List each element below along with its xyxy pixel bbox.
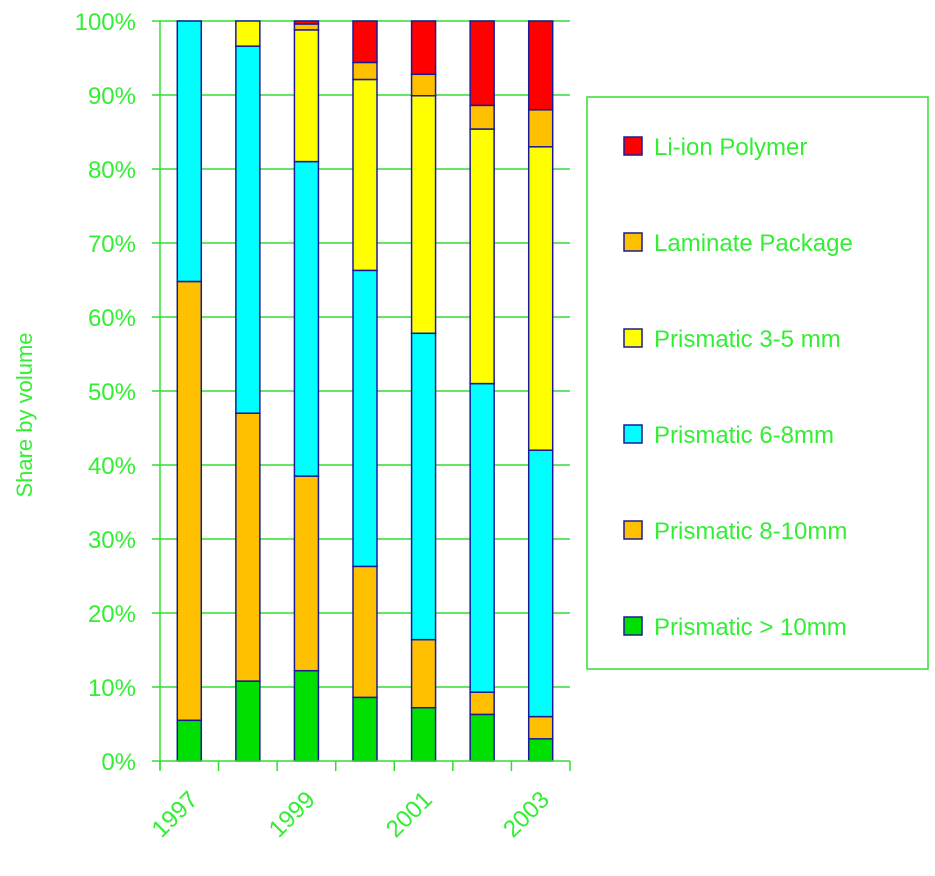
legend-swatch bbox=[623, 520, 643, 540]
bar-segment bbox=[469, 713, 495, 762]
legend-label: Li-ion Polymer bbox=[654, 134, 807, 161]
bar-segment bbox=[176, 20, 203, 283]
bar-segment bbox=[527, 146, 554, 451]
bar-segment bbox=[293, 669, 320, 762]
legend-items: Li-ion Polymer Laminate Package Prismatic … bbox=[623, 134, 853, 641]
legend-label: Prismatic > 10mm bbox=[654, 614, 847, 641]
x-tick-label: 1999 bbox=[264, 786, 321, 843]
legend: Li-ion Polymer Laminate Package Prismatic … bbox=[586, 96, 929, 670]
bar-segment bbox=[293, 20, 320, 25]
bar-segment bbox=[527, 738, 554, 762]
bar-segment bbox=[410, 20, 437, 76]
x-tick-label: 2003 bbox=[498, 786, 555, 843]
bar-segment bbox=[410, 332, 437, 641]
bar-segment bbox=[293, 23, 320, 31]
legend-label: Laminate Package bbox=[654, 230, 853, 257]
bar-segment bbox=[352, 78, 378, 272]
bar-segment bbox=[293, 160, 320, 477]
legend-label: Prismatic 3-5 mm bbox=[654, 326, 841, 353]
y-tick-label: 50% bbox=[88, 379, 136, 406]
bar-segment bbox=[469, 104, 495, 130]
bar-segment bbox=[469, 691, 495, 716]
bar-segment bbox=[527, 715, 554, 740]
legend-swatch bbox=[623, 232, 643, 252]
y-axis-title: Share by volume bbox=[12, 332, 37, 497]
y-tick-label: 80% bbox=[88, 157, 136, 184]
y-tick-label: 40% bbox=[88, 453, 136, 480]
bar-segment bbox=[352, 269, 378, 568]
bar-segment bbox=[235, 20, 261, 47]
bar-segment bbox=[176, 719, 203, 762]
x-tick-label: 2001 bbox=[381, 786, 438, 843]
bars bbox=[176, 20, 554, 762]
y-tick-label: 90% bbox=[88, 83, 136, 110]
bar-segment bbox=[235, 45, 261, 414]
bar-segment bbox=[410, 706, 437, 762]
bar-segment bbox=[235, 680, 261, 762]
bar-segment bbox=[469, 128, 495, 385]
bar-segment bbox=[293, 29, 320, 163]
legend-box bbox=[586, 96, 929, 670]
y-tick-label: 10% bbox=[88, 675, 136, 702]
y-tick-label: 60% bbox=[88, 305, 136, 332]
x-tick-label: 1997 bbox=[147, 786, 204, 843]
bar-segment bbox=[352, 696, 378, 762]
legend-label: Prismatic 8-10mm bbox=[654, 518, 847, 545]
bar-segment bbox=[352, 61, 378, 81]
bar-segment bbox=[410, 638, 437, 709]
y-tick-label: 30% bbox=[88, 527, 136, 554]
bar-segment bbox=[410, 73, 437, 97]
bar-segment bbox=[293, 475, 320, 672]
bar-segment bbox=[176, 280, 203, 722]
bar-segment bbox=[410, 94, 437, 335]
legend-swatch bbox=[623, 328, 643, 348]
legend-swatch bbox=[623, 424, 643, 444]
bar-segment bbox=[352, 20, 378, 64]
y-tick-labels: 0% 10% 20% 30% 40% 50% 60% 70% 80% 90% 100% bbox=[75, 9, 136, 776]
legend-label: Prismatic 6-8mm bbox=[654, 422, 834, 449]
y-tick-label: 100% bbox=[75, 9, 136, 36]
bar-segment bbox=[235, 412, 261, 682]
bar-segment bbox=[469, 20, 495, 107]
bar-segment bbox=[352, 565, 378, 699]
y-tick-label: 70% bbox=[88, 231, 136, 258]
bar-segment bbox=[527, 20, 554, 111]
legend-swatch bbox=[623, 616, 643, 636]
axes bbox=[152, 20, 571, 771]
y-tick-label: 20% bbox=[88, 601, 136, 628]
x-tick-labels: 1997 1999 2001 2003 bbox=[147, 786, 555, 843]
bar-segment bbox=[527, 109, 554, 148]
y-tick-label: 0% bbox=[101, 749, 136, 776]
bar-segment bbox=[527, 449, 554, 718]
bar-segment bbox=[469, 382, 495, 693]
legend-swatch bbox=[623, 136, 643, 156]
